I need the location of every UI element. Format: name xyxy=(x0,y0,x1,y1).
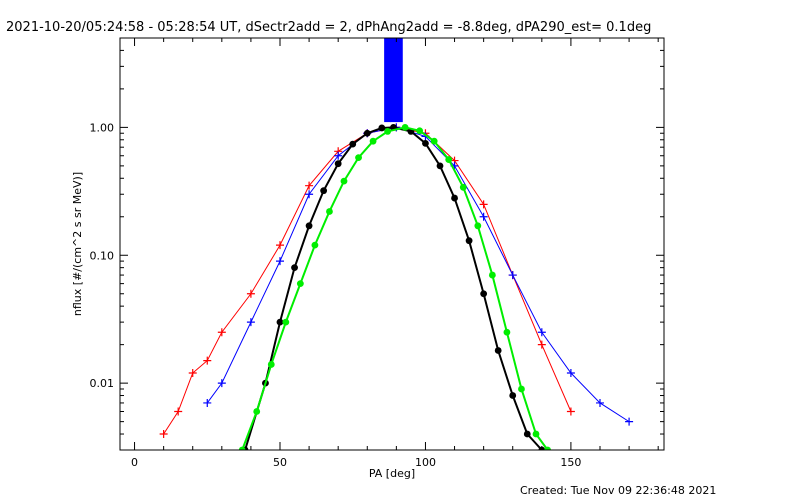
point-blue-3 xyxy=(276,257,284,266)
series-black-3 xyxy=(241,123,546,450)
fit-point-black-14 xyxy=(451,194,458,202)
point-red-15 xyxy=(537,340,546,349)
fit-point-black-12 xyxy=(422,139,429,147)
fit-point-green-14 xyxy=(445,156,453,163)
fit-point-black-3 xyxy=(291,264,298,272)
fit-point-green-18 xyxy=(503,328,511,336)
fit-point-green-16 xyxy=(474,222,482,230)
y-tick-label: 1.00 xyxy=(90,121,115,134)
x-tick-label: 150 xyxy=(560,456,581,469)
fit-point-black-16 xyxy=(480,290,488,298)
plot-frame xyxy=(119,37,665,451)
series-blue-1 xyxy=(203,123,634,426)
series-layer xyxy=(159,38,634,450)
y-axis-label: nflux [#/(cm^2 s sr MeV)] xyxy=(71,172,84,316)
series-green-4 xyxy=(238,123,552,450)
point-red-13 xyxy=(479,200,488,209)
created-footer: Created: Tue Nov 09 22:36:48 2021 xyxy=(520,484,716,497)
fit-point-green-12 xyxy=(416,127,424,135)
fit-point-green-1 xyxy=(253,408,261,415)
point-blue-0 xyxy=(203,398,212,407)
point-red-16 xyxy=(566,407,575,416)
point-blue-2 xyxy=(246,318,255,327)
x-tick-label: 0 xyxy=(131,456,138,469)
point-red-5 xyxy=(246,289,255,298)
point-blue-11 xyxy=(508,271,517,280)
fit-point-green-9 xyxy=(369,137,377,145)
fit-line-green xyxy=(241,126,549,450)
x-tick-label: 50 xyxy=(273,456,287,469)
fit-point-green-7 xyxy=(340,177,348,185)
y-tick-label: 0.10 xyxy=(90,249,115,262)
series-blue-2 xyxy=(384,38,403,123)
fit-point-green-15 xyxy=(459,183,467,191)
point-red-0 xyxy=(159,430,168,439)
fit-point-black-4 xyxy=(305,222,313,230)
point-blue-4 xyxy=(305,190,314,199)
point-blue-14 xyxy=(596,398,604,407)
fit-point-green-11 xyxy=(401,123,409,131)
fit-point-green-17 xyxy=(488,271,496,279)
fit-point-black-8 xyxy=(363,129,371,137)
fit-point-green-8 xyxy=(355,154,362,162)
bar-blue-2 xyxy=(395,38,403,123)
point-red-1 xyxy=(174,407,183,416)
point-blue-1 xyxy=(217,379,226,388)
fit-point-green-6 xyxy=(326,208,333,215)
fit-point-black-13 xyxy=(436,162,444,170)
point-blue-12 xyxy=(537,328,546,337)
line-blue-1 xyxy=(206,126,630,423)
fit-point-green-0 xyxy=(238,446,246,450)
chart-title: 2021-10-20/05:24:58 - 05:28:54 UT, dSect… xyxy=(6,20,651,35)
fit-line-black xyxy=(244,126,543,450)
point-red-6 xyxy=(276,241,284,250)
fit-point-black-9 xyxy=(378,124,386,132)
fit-point-black-5 xyxy=(320,187,328,195)
fit-point-black-6 xyxy=(334,160,342,168)
point-blue-10 xyxy=(479,212,488,221)
fit-point-black-7 xyxy=(349,140,357,148)
bar-blue-0 xyxy=(384,38,392,123)
fit-point-green-2 xyxy=(267,361,275,368)
fit-point-black-18 xyxy=(509,392,517,399)
fit-point-green-13 xyxy=(430,137,438,145)
fit-point-green-10 xyxy=(384,128,392,135)
point-red-7 xyxy=(305,181,314,190)
series-red-0 xyxy=(159,123,575,439)
x-axis-label: PA [deg] xyxy=(369,467,415,480)
ticks-layer: 0 50 100 150 0.01 0.10 1.00 xyxy=(90,37,664,469)
point-red-2 xyxy=(188,369,197,378)
point-blue-13 xyxy=(566,369,575,378)
point-red-4 xyxy=(217,328,226,337)
fit-point-black-15 xyxy=(465,237,473,245)
fit-point-green-19 xyxy=(518,385,525,393)
fit-point-black-17 xyxy=(494,347,502,354)
fit-point-black-2 xyxy=(276,318,284,326)
bar-blue-1 xyxy=(389,38,397,123)
fit-point-green-21 xyxy=(544,446,552,450)
fit-point-green-20 xyxy=(532,430,540,438)
fit-point-green-4 xyxy=(296,280,304,288)
point-blue-15 xyxy=(625,417,634,426)
fit-point-black-19 xyxy=(523,430,531,438)
fit-point-green-3 xyxy=(282,318,290,326)
fit-point-green-5 xyxy=(311,241,319,249)
point-red-3 xyxy=(203,356,212,365)
x-tick-label: 100 xyxy=(415,456,436,469)
y-tick-label: 0.01 xyxy=(90,377,115,390)
point-blue-5 xyxy=(334,151,343,160)
